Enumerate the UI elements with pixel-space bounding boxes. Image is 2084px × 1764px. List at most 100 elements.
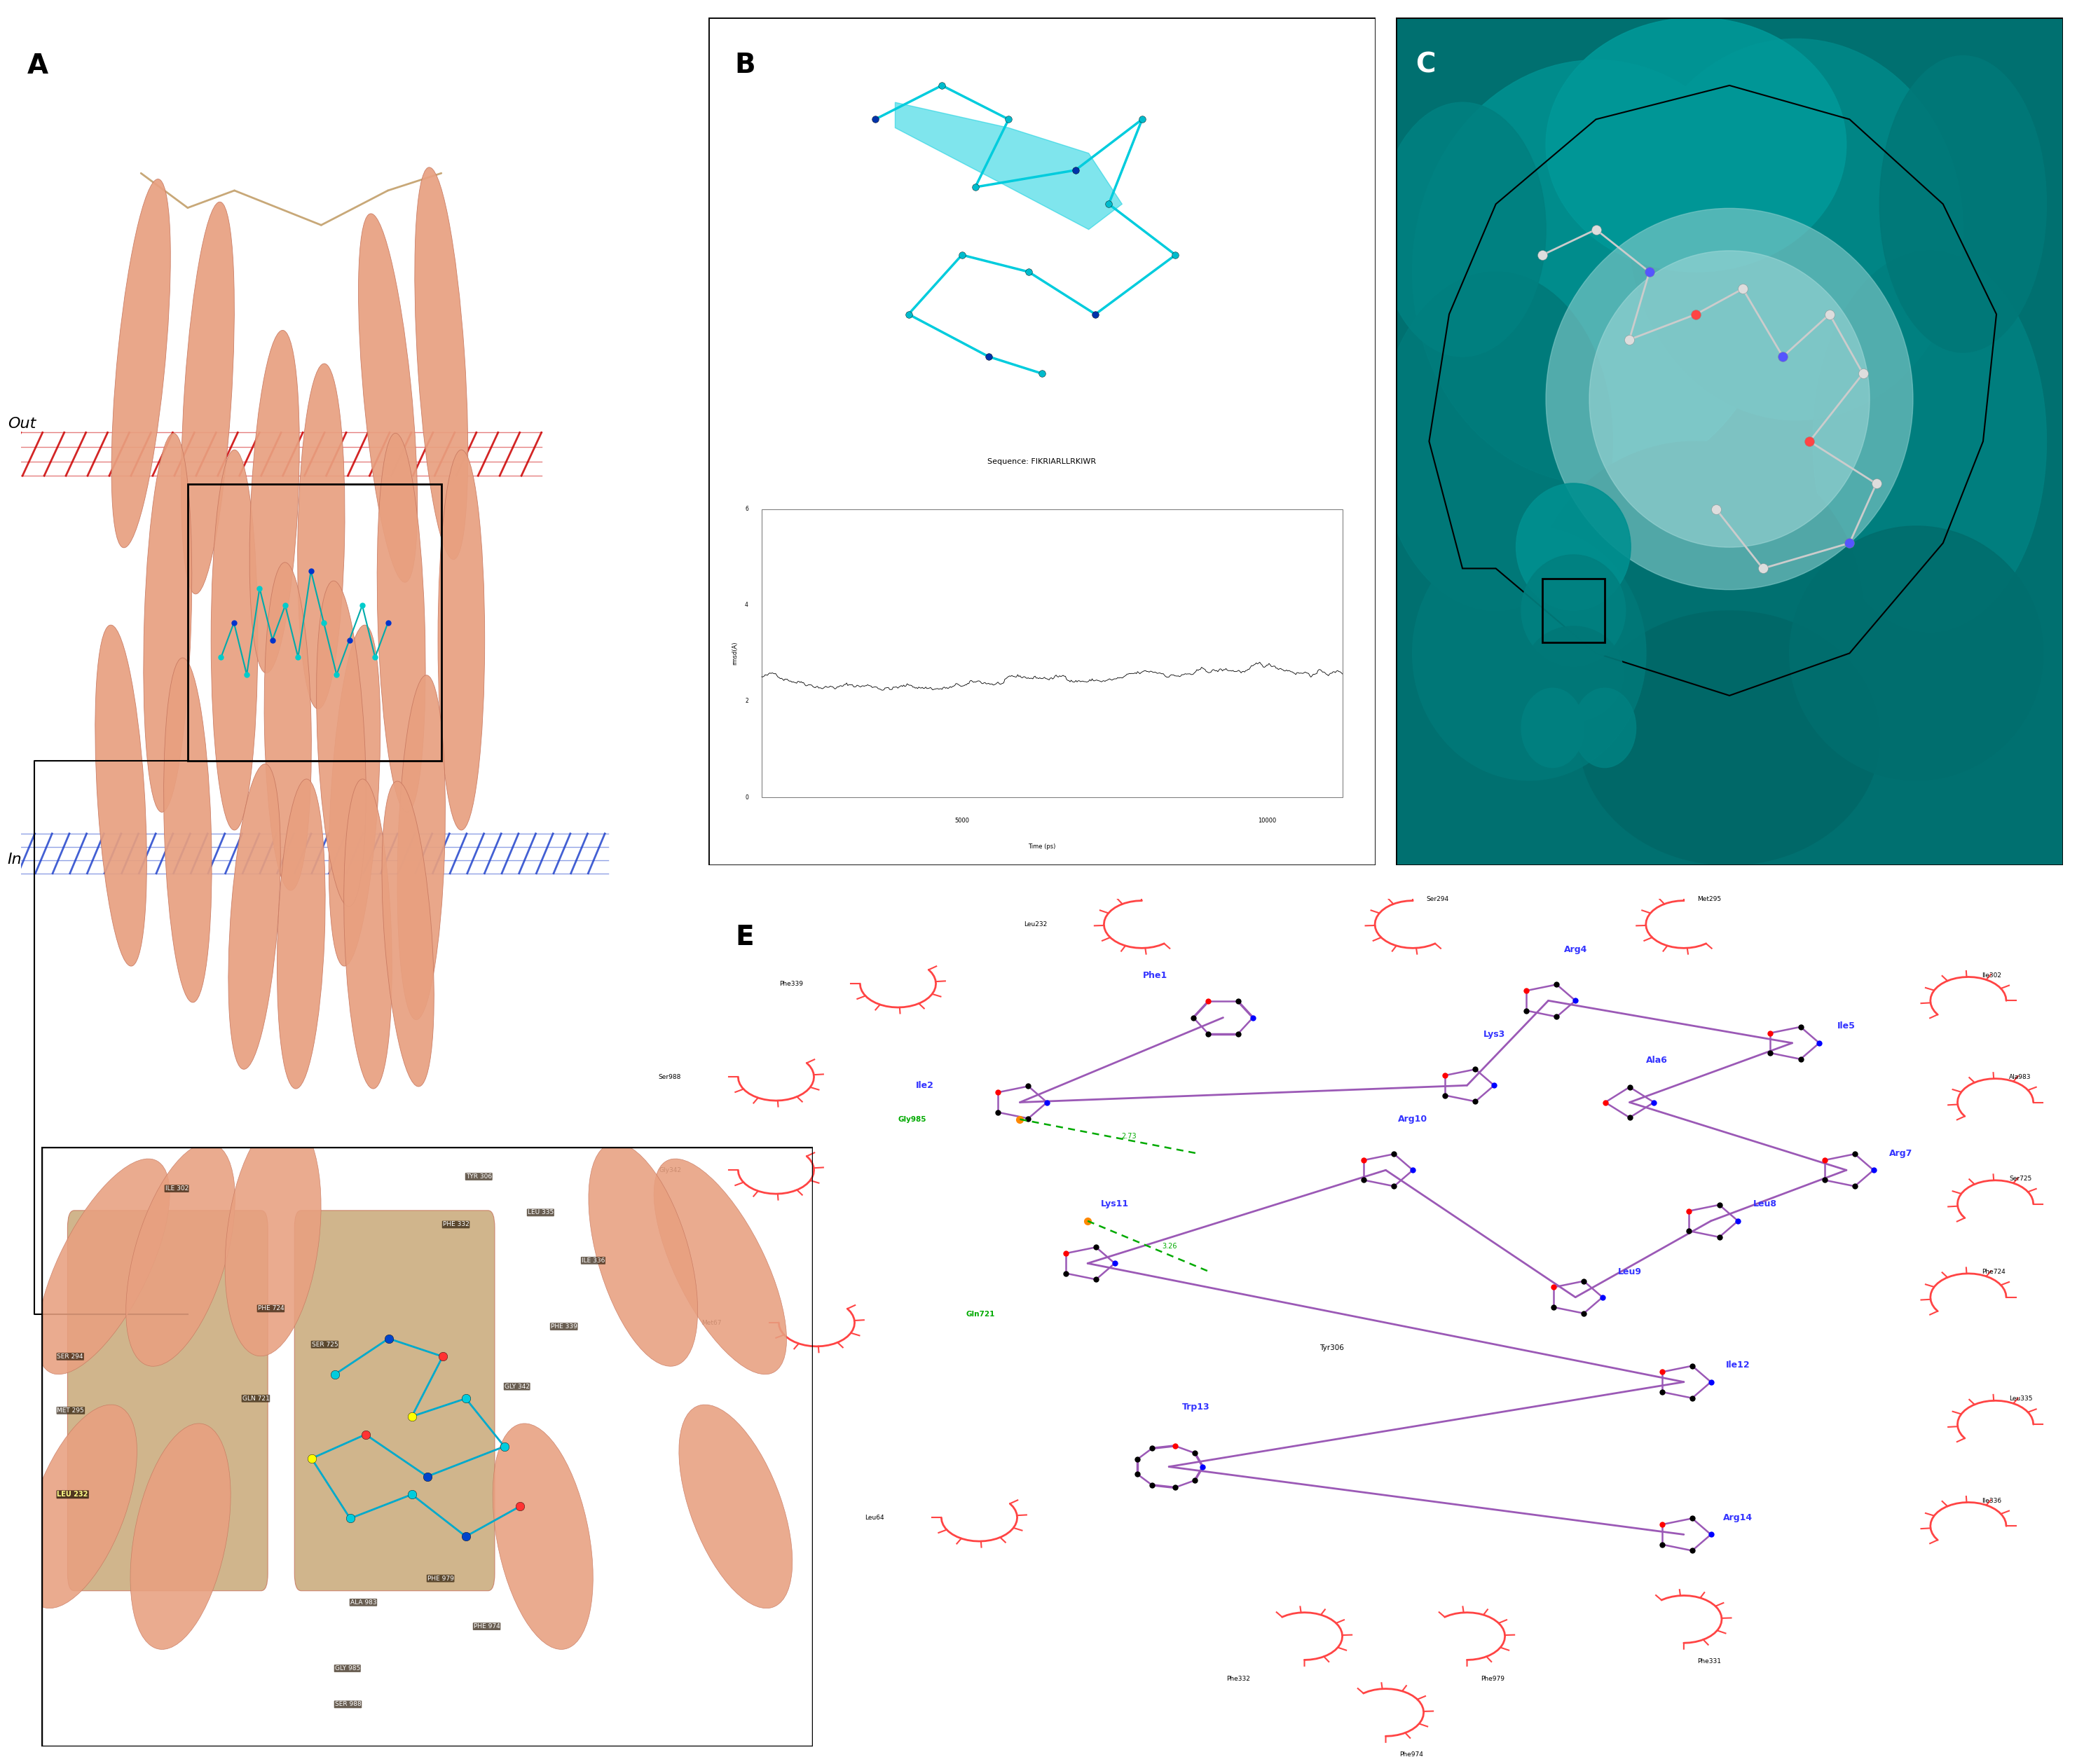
Text: Met295: Met295 xyxy=(1696,896,1721,901)
Ellipse shape xyxy=(344,780,392,1088)
Ellipse shape xyxy=(131,1424,231,1649)
Text: Ile302: Ile302 xyxy=(1982,972,2001,979)
Text: PHE 974: PHE 974 xyxy=(473,1623,500,1630)
Text: E: E xyxy=(736,924,754,951)
Text: Out: Out xyxy=(8,416,35,430)
Text: Ala6: Ala6 xyxy=(1646,1055,1667,1064)
Ellipse shape xyxy=(210,450,258,831)
Text: GLY 342: GLY 342 xyxy=(504,1383,529,1390)
Text: Arg4: Arg4 xyxy=(1563,946,1588,954)
Ellipse shape xyxy=(165,658,213,1002)
Text: D: D xyxy=(65,1171,88,1198)
Bar xyxy=(188,485,442,760)
Bar xyxy=(761,510,1342,797)
Text: C: C xyxy=(1415,51,1436,78)
Ellipse shape xyxy=(110,178,171,549)
Ellipse shape xyxy=(1573,688,1636,767)
Text: ALA 983: ALA 983 xyxy=(350,1600,377,1605)
Text: ILE 302: ILE 302 xyxy=(165,1185,188,1192)
Ellipse shape xyxy=(38,1159,169,1374)
Text: Phe724: Phe724 xyxy=(1982,1268,2005,1275)
Text: Lys3: Lys3 xyxy=(1484,1030,1505,1039)
Ellipse shape xyxy=(679,1404,792,1609)
Ellipse shape xyxy=(96,624,146,967)
Text: PHE 979: PHE 979 xyxy=(427,1575,454,1582)
Text: Leu232: Leu232 xyxy=(1023,921,1046,928)
Text: Gln721: Gln721 xyxy=(965,1311,994,1318)
Ellipse shape xyxy=(1580,610,1880,864)
Ellipse shape xyxy=(329,624,379,967)
Ellipse shape xyxy=(377,434,425,811)
Text: Phe974: Phe974 xyxy=(1398,1752,1423,1759)
Text: Arg7: Arg7 xyxy=(1888,1148,1913,1157)
Text: rmsd(A): rmsd(A) xyxy=(731,642,738,665)
Text: Phe332: Phe332 xyxy=(1227,1676,1250,1681)
Text: 0: 0 xyxy=(744,794,748,801)
Ellipse shape xyxy=(250,330,300,674)
Text: SER 988: SER 988 xyxy=(336,1700,361,1708)
Ellipse shape xyxy=(381,781,433,1087)
Text: SER 725: SER 725 xyxy=(313,1341,338,1348)
Text: Ala983: Ala983 xyxy=(2009,1074,2032,1080)
Ellipse shape xyxy=(1380,102,1546,356)
Ellipse shape xyxy=(1380,272,1613,610)
Text: Sequence: FIKRIARLLRKIWR: Sequence: FIKRIARLLRKIWR xyxy=(988,459,1096,466)
Text: 2.73: 2.73 xyxy=(1121,1132,1136,1140)
Text: ILE 336: ILE 336 xyxy=(581,1258,604,1263)
Text: B: B xyxy=(736,51,756,78)
Text: Tyr306: Tyr306 xyxy=(1319,1344,1344,1351)
Text: Ile336: Ile336 xyxy=(1982,1498,2001,1503)
Ellipse shape xyxy=(588,1143,698,1367)
Ellipse shape xyxy=(1630,39,1963,420)
Text: Arg14: Arg14 xyxy=(1723,1514,1753,1522)
Text: Time (ps): Time (ps) xyxy=(1027,843,1057,850)
Ellipse shape xyxy=(492,1424,594,1649)
Text: Ile5: Ile5 xyxy=(1838,1021,1855,1030)
Ellipse shape xyxy=(398,676,446,1020)
Text: Phe339: Phe339 xyxy=(779,981,802,986)
Ellipse shape xyxy=(1790,526,2042,780)
Text: Ser988: Ser988 xyxy=(659,1074,681,1080)
Ellipse shape xyxy=(23,1404,138,1609)
Text: GLN 721: GLN 721 xyxy=(242,1395,269,1402)
Text: GLY 985: GLY 985 xyxy=(336,1665,361,1672)
Ellipse shape xyxy=(415,168,469,559)
Ellipse shape xyxy=(1521,688,1584,767)
Text: LEU 232: LEU 232 xyxy=(56,1491,88,1498)
Ellipse shape xyxy=(144,434,192,811)
Ellipse shape xyxy=(1546,208,1913,589)
Ellipse shape xyxy=(125,1143,235,1367)
Text: Arg10: Arg10 xyxy=(1398,1115,1428,1124)
Ellipse shape xyxy=(277,780,325,1088)
Ellipse shape xyxy=(265,563,311,891)
Ellipse shape xyxy=(1530,441,1863,780)
Text: Leu335: Leu335 xyxy=(2009,1395,2032,1402)
Text: Phe979: Phe979 xyxy=(1480,1676,1505,1681)
Ellipse shape xyxy=(1546,18,1846,272)
Ellipse shape xyxy=(1590,250,1869,547)
Ellipse shape xyxy=(1813,250,2046,632)
Text: Ile2: Ile2 xyxy=(917,1081,934,1090)
Ellipse shape xyxy=(654,1159,786,1374)
FancyBboxPatch shape xyxy=(67,1210,267,1591)
Text: Ser294: Ser294 xyxy=(1425,896,1448,901)
Ellipse shape xyxy=(1521,554,1626,665)
Text: In: In xyxy=(8,852,23,866)
Text: LEU 335: LEU 335 xyxy=(527,1210,554,1215)
Text: Phe331: Phe331 xyxy=(1696,1658,1721,1665)
Ellipse shape xyxy=(358,213,417,582)
Ellipse shape xyxy=(1880,56,2046,353)
Text: Trp13: Trp13 xyxy=(1182,1402,1211,1411)
Text: Ile12: Ile12 xyxy=(1726,1360,1751,1369)
Ellipse shape xyxy=(438,450,486,831)
Text: 2: 2 xyxy=(744,699,748,704)
Text: PHE 724: PHE 724 xyxy=(258,1305,283,1312)
Ellipse shape xyxy=(181,201,233,594)
Text: Phe1: Phe1 xyxy=(1142,970,1167,979)
Text: PHE 339: PHE 339 xyxy=(550,1323,577,1330)
Ellipse shape xyxy=(225,1117,321,1357)
Text: TYR 306: TYR 306 xyxy=(467,1173,492,1180)
Ellipse shape xyxy=(298,363,344,709)
Text: 6: 6 xyxy=(744,506,748,512)
Text: 3.26: 3.26 xyxy=(1163,1244,1177,1251)
